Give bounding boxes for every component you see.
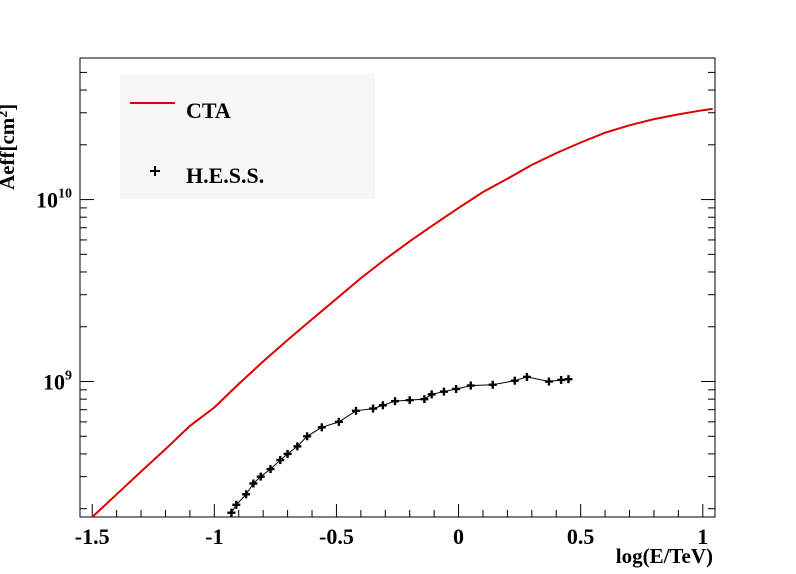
y-tick-label: 109 <box>43 369 72 395</box>
plot-frame <box>79 57 716 518</box>
hess-data-point <box>466 381 475 390</box>
hess-data-point <box>242 490 251 499</box>
hess-data-point <box>249 479 258 488</box>
hess-data-point <box>510 376 519 385</box>
hess-data-point <box>452 384 461 393</box>
hess-data-point <box>334 417 343 426</box>
x-tick-label: -1 <box>205 524 223 549</box>
hess-data-point <box>232 500 241 509</box>
hess-data-point <box>317 423 326 432</box>
y-tick-label: 1010 <box>36 187 72 213</box>
legend-hess-marker <box>150 166 160 176</box>
y-axis-title: Aeff[cm2] <box>0 104 19 190</box>
x-tick-label: -0.5 <box>319 524 354 549</box>
hess-data-point <box>439 387 448 396</box>
x-tick-label: 0.5 <box>567 524 595 549</box>
hess-data-point <box>564 375 573 384</box>
legend-hess-label: H.E.S.S. <box>186 163 264 188</box>
hess-data-point <box>276 456 285 465</box>
series-line-cta <box>90 107 713 517</box>
hess-data-point <box>369 404 378 413</box>
hess-data-point <box>266 465 275 474</box>
hess-data-point <box>522 372 531 381</box>
x-tick-label: 0 <box>453 524 464 549</box>
hess-data-point <box>391 397 400 406</box>
hess-data-point <box>557 375 566 384</box>
hess-data-point <box>283 449 292 458</box>
x-tick-label: -1.5 <box>75 524 110 549</box>
x-tick-label: 1 <box>697 524 708 549</box>
hess-data-point <box>256 472 265 481</box>
hess-data-point <box>427 390 436 399</box>
hess-data-point <box>293 442 302 451</box>
x-axis: -1.5 -1 -0.5 0 0.5 1 <box>75 504 708 549</box>
plot-series <box>90 107 713 517</box>
x-axis-title: log(E/TeV) <box>616 544 713 568</box>
y-axis: 109 1010 <box>36 57 715 510</box>
hess-data-point <box>544 377 553 386</box>
hess-data-point <box>488 380 497 389</box>
hess-data-point <box>405 396 414 405</box>
hess-data-point <box>303 432 312 441</box>
legend-box <box>120 74 375 199</box>
hess-data-point <box>351 406 360 415</box>
legend-cta-label: CTA <box>186 98 231 123</box>
hess-data-point <box>227 508 236 517</box>
hess-data-point <box>378 401 387 410</box>
series-line-h-e-s-s- <box>230 376 569 513</box>
hess-data-point <box>420 395 429 404</box>
